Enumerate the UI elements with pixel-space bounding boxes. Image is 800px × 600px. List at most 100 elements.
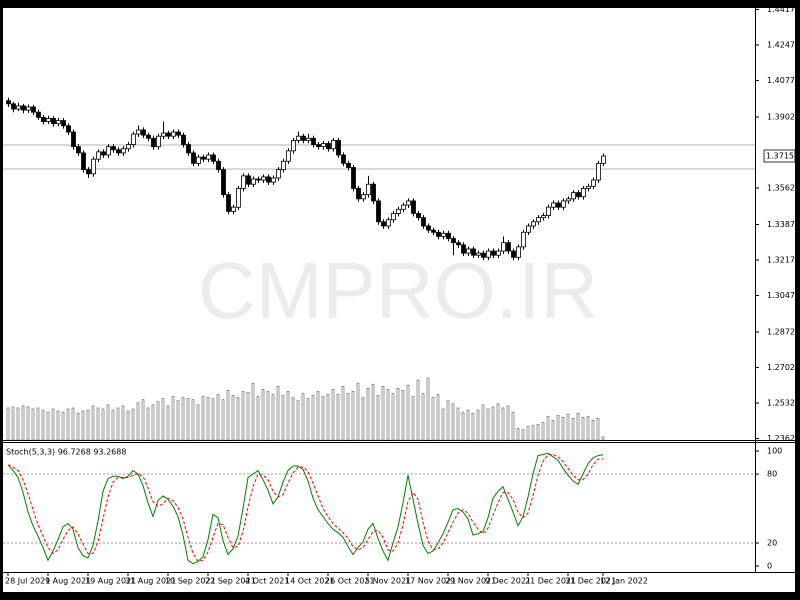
volume-bar <box>251 382 255 441</box>
volume-bar <box>471 412 475 441</box>
volume-bar <box>16 407 20 441</box>
volume-bar <box>36 407 40 441</box>
volume-bar <box>316 391 320 441</box>
indicator-title: Stoch(5,3,3) 96.7268 93.2688 <box>6 448 126 457</box>
volume-bar <box>441 408 445 441</box>
candle-body <box>141 129 146 136</box>
candle-body <box>356 188 361 200</box>
volume-bar <box>226 390 230 441</box>
volume-bar <box>411 396 415 441</box>
candle-body <box>586 185 591 189</box>
y-tick-label: 1.32170 <box>767 256 800 265</box>
x-tick-label: 28 Jul 2021 <box>5 577 50 586</box>
candle-body <box>581 188 586 198</box>
x-tick-label: 12 Jan 2022 <box>600 577 648 586</box>
candle-body <box>286 150 291 162</box>
volume-bar <box>376 395 380 441</box>
x-tick-label: 31 Dec 2021 <box>565 577 616 586</box>
candle-body <box>161 132 166 137</box>
volume-bar <box>31 408 35 441</box>
volume-bar <box>91 405 95 441</box>
volume-bar <box>456 407 460 441</box>
candle-body <box>496 250 501 256</box>
candle-body <box>531 221 536 227</box>
volume-bar <box>566 413 570 441</box>
y-tick-label: 1.30470 <box>767 291 800 300</box>
volume-bar <box>381 385 385 441</box>
candle-body <box>576 192 581 198</box>
candle-body <box>466 248 471 254</box>
volume-bar <box>546 415 550 441</box>
y-tick-label: 1.40770 <box>767 76 800 85</box>
candle-body <box>326 143 331 150</box>
candle-body <box>111 146 116 151</box>
candle-body <box>371 183 376 202</box>
candle-body <box>201 156 206 160</box>
candle-body <box>571 192 576 200</box>
candle-body <box>311 137 316 145</box>
x-tick-label: 9 Aug 2021 <box>45 577 91 586</box>
candle-body <box>21 105 26 111</box>
x-tick-label: 17 Nov 2021 <box>405 577 456 586</box>
candle-body <box>26 106 31 111</box>
candle-body <box>601 155 606 164</box>
candle-body <box>231 206 236 212</box>
candle-body <box>421 217 426 227</box>
candle-body <box>146 134 151 139</box>
candle-body <box>61 120 66 127</box>
volume-bar <box>216 394 220 441</box>
volume-bar <box>166 405 170 441</box>
candle-body <box>446 232 451 239</box>
candle-body <box>251 178 256 185</box>
candle-body <box>541 215 546 219</box>
volume-bar <box>266 391 270 441</box>
candle-body <box>216 160 221 171</box>
indicator-line <box>7 454 604 562</box>
candle-body <box>81 152 86 171</box>
volume-bar <box>561 416 565 441</box>
candle-body <box>56 120 61 125</box>
volume-bar <box>61 411 65 441</box>
volume-bar <box>436 394 440 441</box>
candle-body <box>376 200 381 223</box>
volume-bar <box>416 379 420 441</box>
candle-body <box>86 169 91 175</box>
indicator-line <box>7 452 604 565</box>
chart-background <box>3 8 795 592</box>
volume-bar <box>76 412 80 441</box>
volume-bar <box>306 398 310 441</box>
volume-bar <box>601 436 605 441</box>
candle-body <box>191 152 196 164</box>
current-price-label: 1.37152 <box>766 151 799 160</box>
volume-bar <box>206 397 210 441</box>
candle-body <box>121 148 126 154</box>
candle-body <box>301 135 306 141</box>
volume-bar <box>6 407 10 441</box>
volume-bar <box>406 384 410 441</box>
volume-bar <box>391 393 395 441</box>
candle-body <box>116 149 121 154</box>
candle-body <box>401 204 406 210</box>
volume-bar <box>506 405 510 441</box>
candle-body <box>96 151 101 160</box>
volume-bar <box>296 400 300 441</box>
candle-body <box>306 137 311 141</box>
x-tick-label: 14 Oct 2021 <box>285 577 334 586</box>
volume-bar <box>366 388 370 441</box>
x-tick-label: 26 Oct 2021 <box>325 577 374 586</box>
candle-body <box>386 219 391 227</box>
candle-body <box>291 139 296 152</box>
volume-bar <box>171 396 175 441</box>
volume-bar <box>451 403 455 441</box>
volume-bar <box>511 411 515 441</box>
candle-body <box>416 213 421 219</box>
volume-bar <box>71 407 75 441</box>
y-tick-label: 20 <box>767 539 777 548</box>
candle-body <box>186 144 191 154</box>
candle-body <box>36 111 41 118</box>
candle-body <box>276 169 281 179</box>
volume-bar <box>351 391 355 441</box>
candle-body <box>521 231 526 248</box>
candle-body <box>341 154 346 164</box>
candle-body <box>406 200 411 206</box>
